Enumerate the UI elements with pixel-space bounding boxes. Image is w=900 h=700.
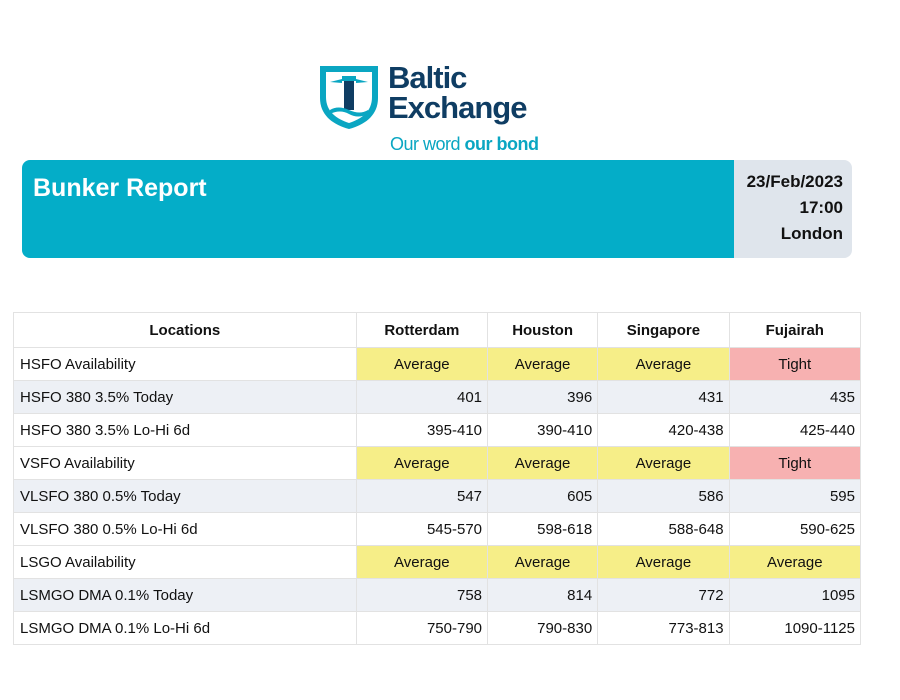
table-row: LSGO Availability Average Average Average Av… (13, 545, 862, 579)
price-cell: 588-648 (597, 512, 730, 546)
table-row: HSFO Availability Average Average Average Ti… (13, 347, 862, 381)
price-cell: 790-830 (487, 611, 599, 645)
availability-cell: Average (355, 545, 489, 579)
row-label: LSGO Availability (13, 545, 357, 579)
price-cell: 773-813 (597, 611, 730, 645)
price-cell: 425-440 (728, 413, 862, 447)
price-cell: 431 (597, 380, 730, 414)
column-header-locations: Locations (13, 312, 357, 348)
column-header-fujairah: Fujairah (728, 312, 862, 348)
row-label: LSMGO DMA 0.1% Lo-Hi 6d (13, 611, 357, 645)
price-cell: 598-618 (487, 512, 599, 546)
table-row: LSMGO DMA 0.1% Today 758 814 772 1095 (13, 578, 862, 612)
row-label: VSFO Availability (13, 446, 357, 480)
table-body: HSFO Availability Average Average Average Ti… (13, 347, 862, 645)
availability-cell: Average (487, 545, 599, 579)
table-row: HSFO 380 3.5% Lo-Hi 6d 395-410 390-410 420-… (13, 413, 862, 447)
lighthouse-shield-icon (320, 66, 378, 129)
price-cell: 1095 (728, 578, 862, 612)
price-cell: 420-438 (597, 413, 730, 447)
row-label: HSFO 380 3.5% Lo-Hi 6d (13, 413, 357, 447)
price-cell: 401 (355, 380, 489, 414)
row-label: VLSFO 380 0.5% Today (13, 479, 357, 513)
availability-cell: Average (597, 347, 730, 381)
column-header-singapore: Singapore (597, 312, 730, 348)
row-label: HSFO Availability (13, 347, 357, 381)
column-header-houston: Houston (487, 312, 599, 348)
baltic-exchange-logo: Baltic Exchange Our word our bond (318, 62, 568, 157)
row-label: VLSFO 380 0.5% Lo-Hi 6d (13, 512, 357, 546)
price-cell: 772 (597, 578, 730, 612)
price-cell: 814 (487, 578, 599, 612)
price-cell: 547 (355, 479, 489, 513)
report-header-banner: Bunker Report 23/Feb/2023 17:00 London (22, 160, 852, 258)
logo-name-line2: Exchange (388, 90, 527, 125)
tagline-part2: our bond (464, 134, 539, 154)
price-cell: 758 (355, 578, 489, 612)
price-cell: 396 (487, 380, 599, 414)
table-header-row: Locations Rotterdam Houston Singapore Fu… (13, 312, 862, 348)
title-box: Bunker Report (22, 160, 734, 258)
table-row: LSMGO DMA 0.1% Lo-Hi 6d 750-790 790-830 773… (13, 611, 862, 645)
price-cell: 395-410 (355, 413, 489, 447)
row-label: HSFO 380 3.5% Today (13, 380, 357, 414)
table-row: VLSFO 380 0.5% Today 547 605 586 595 (13, 479, 862, 513)
logo-tagline: Our word our bond (390, 134, 539, 155)
availability-cell: Average (487, 347, 599, 381)
availability-cell: Average (728, 545, 862, 579)
price-cell: 435 (728, 380, 862, 414)
price-cell: 1090-1125 (728, 611, 862, 645)
report-time: 17:00 (799, 198, 843, 217)
page-title: Bunker Report (33, 174, 207, 202)
table-row: VLSFO 380 0.5% Lo-Hi 6d 545-570 598-618 588… (13, 512, 862, 546)
column-header-rotterdam: Rotterdam (355, 312, 489, 348)
price-cell: 545-570 (355, 512, 489, 546)
report-date: 23/Feb/2023 (746, 172, 843, 191)
price-cell: 750-790 (355, 611, 489, 645)
table-row: VSFO Availability Average Average Average Ti… (13, 446, 862, 480)
price-cell: 595 (728, 479, 862, 513)
availability-cell: Average (597, 446, 730, 480)
availability-cell: Tight (728, 347, 862, 381)
report-location: London (780, 224, 843, 243)
price-cell: 605 (487, 479, 599, 513)
availability-cell: Average (355, 446, 489, 480)
price-cell: 586 (597, 479, 730, 513)
row-label: LSMGO DMA 0.1% Today (13, 578, 357, 612)
availability-cell: Average (355, 347, 489, 381)
table-row: HSFO 380 3.5% Today 401 396 431 435 (13, 380, 862, 414)
price-cell: 390-410 (487, 413, 599, 447)
price-cell: 590-625 (728, 512, 862, 546)
availability-cell: Tight (728, 446, 862, 480)
tagline-part1: Our word (390, 134, 465, 154)
report-info-box: 23/Feb/2023 17:00 London (734, 160, 852, 258)
logo-name-line1: Baltic (388, 60, 467, 95)
availability-cell: Average (487, 446, 599, 480)
bunker-prices-table: Locations Rotterdam Houston Singapore Fu… (13, 312, 862, 645)
availability-cell: Average (597, 545, 730, 579)
